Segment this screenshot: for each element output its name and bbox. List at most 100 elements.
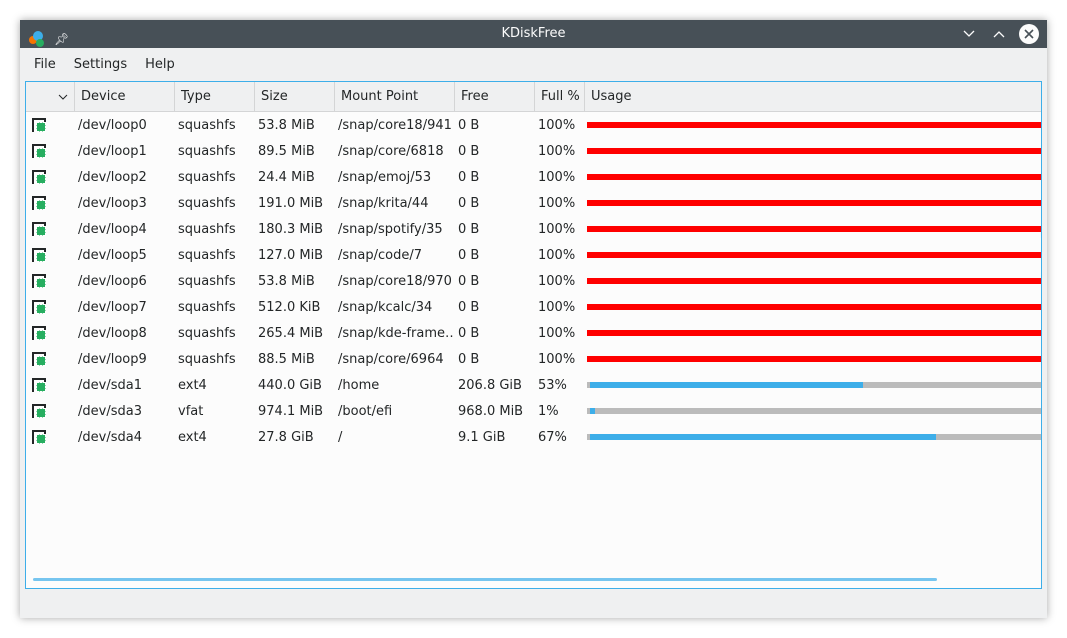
table-row[interactable]: /dev/loop3 squashfs 191.0 MiB /snap/krit…: [26, 190, 1041, 216]
table-row[interactable]: /dev/loop5 squashfs 127.0 MiB /snap/code…: [26, 242, 1041, 268]
full-percent-cell: 53%: [538, 377, 567, 393]
table-row[interactable]: /dev/sda3 vfat 974.1 MiB /boot/efi 968.0…: [26, 398, 1041, 424]
full-percent-cell: 100%: [538, 169, 576, 185]
usage-bar: [587, 408, 1041, 414]
size-cell: 53.8 MiB: [258, 273, 315, 289]
free-cell: 0 B: [458, 351, 480, 367]
usage-bar: [587, 200, 1041, 206]
full-percent-cell: 100%: [538, 221, 576, 237]
chevron-down-icon: [963, 30, 975, 37]
usage-bar-fill: [590, 382, 864, 388]
menu-bar: File Settings Help: [20, 48, 1047, 80]
drive-icon: [32, 352, 46, 366]
full-percent-cell: 1%: [538, 403, 559, 419]
table-row[interactable]: /dev/loop0 squashfs 53.8 MiB /snap/core1…: [26, 112, 1041, 138]
device-cell: /dev/loop7: [78, 299, 147, 315]
type-cell: ext4: [178, 429, 207, 445]
usage-bar: [587, 382, 1041, 388]
full-percent-cell: 100%: [538, 117, 576, 133]
table-row[interactable]: /dev/loop1 squashfs 89.5 MiB /snap/core/…: [26, 138, 1041, 164]
chevron-down-icon: [58, 94, 68, 100]
type-cell: squashfs: [178, 143, 236, 159]
kdiskfree-app-icon[interactable]: [28, 30, 46, 48]
table-header: Device Type Size Mount Point Free Full %…: [26, 82, 1041, 112]
menu-settings[interactable]: Settings: [73, 56, 128, 72]
disk-table: Device Type Size Mount Point Free Full %…: [25, 81, 1042, 589]
header-free[interactable]: Free: [455, 82, 535, 111]
full-percent-cell: 67%: [538, 429, 567, 445]
size-cell: 265.4 MiB: [258, 325, 324, 341]
chevron-up-icon: [993, 31, 1005, 38]
free-cell: 206.8 GiB: [458, 377, 522, 393]
type-cell: squashfs: [178, 195, 236, 211]
device-cell: /dev/loop1: [78, 143, 147, 159]
close-button[interactable]: [1019, 24, 1039, 44]
free-cell: 0 B: [458, 195, 480, 211]
size-cell: 88.5 MiB: [258, 351, 315, 367]
free-cell: 0 B: [458, 325, 480, 341]
size-cell: 27.8 GiB: [258, 429, 314, 445]
header-full[interactable]: Full %: [535, 82, 585, 111]
close-icon: [1024, 29, 1034, 39]
usage-bar: [587, 148, 1041, 154]
type-cell: squashfs: [178, 117, 236, 133]
title-bar: 📌︎ KDiskFree: [20, 20, 1047, 48]
full-percent-cell: 100%: [538, 299, 576, 315]
header-mount-point[interactable]: Mount Point: [335, 82, 455, 111]
sort-column-header[interactable]: [26, 82, 75, 111]
header-device[interactable]: Device: [75, 82, 175, 111]
full-percent-cell: 100%: [538, 351, 576, 367]
type-cell: ext4: [178, 377, 207, 393]
usage-bar-fill: [590, 434, 936, 440]
drive-icon: [32, 170, 46, 184]
size-cell: 440.0 GiB: [258, 377, 322, 393]
drive-icon: [32, 300, 46, 314]
menu-file[interactable]: File: [34, 56, 56, 72]
drive-icon: [32, 404, 46, 418]
table-row[interactable]: /dev/sda1 ext4 440.0 GiB /home 206.8 GiB…: [26, 372, 1041, 398]
device-cell: /dev/loop4: [78, 221, 147, 237]
usage-bar: [587, 278, 1041, 284]
size-cell: 512.0 KiB: [258, 299, 321, 315]
free-cell: 0 B: [458, 169, 480, 185]
horizontal-scrollbar[interactable]: [33, 578, 937, 581]
table-row[interactable]: /dev/loop6 squashfs 53.8 MiB /snap/core1…: [26, 268, 1041, 294]
table-row[interactable]: /dev/loop8 squashfs 265.4 MiB /snap/kde-…: [26, 320, 1041, 346]
size-cell: 89.5 MiB: [258, 143, 315, 159]
header-usage[interactable]: Usage: [591, 89, 632, 104]
table-row[interactable]: /dev/sda4 ext4 27.8 GiB / 9.1 GiB 67%: [26, 424, 1041, 450]
menu-help[interactable]: Help: [145, 56, 175, 72]
mount-point-cell: /snap/spotify/35: [338, 221, 443, 237]
device-cell: /dev/sda1: [78, 377, 142, 393]
free-cell: 9.1 GiB: [458, 429, 506, 445]
drive-icon: [32, 274, 46, 288]
type-cell: squashfs: [178, 351, 236, 367]
full-percent-cell: 100%: [538, 273, 576, 289]
free-cell: 0 B: [458, 117, 480, 133]
mount-point-cell: /snap/krita/44: [338, 195, 429, 211]
window-title: KDiskFree: [501, 26, 566, 41]
header-size[interactable]: Size: [255, 82, 335, 111]
table-row[interactable]: /dev/loop9 squashfs 88.5 MiB /snap/core/…: [26, 346, 1041, 372]
minimize-button[interactable]: [959, 24, 979, 44]
maximize-button[interactable]: [989, 24, 1009, 44]
mount-point-cell: /snap/kcalc/34: [338, 299, 433, 315]
table-row[interactable]: /dev/loop7 squashfs 512.0 KiB /snap/kcal…: [26, 294, 1041, 320]
type-cell: vfat: [178, 403, 204, 419]
usage-bar: [587, 356, 1041, 362]
usage-bar: [587, 122, 1041, 128]
type-cell: squashfs: [178, 247, 236, 263]
table-row[interactable]: /dev/loop2 squashfs 24.4 MiB /snap/emoj/…: [26, 164, 1041, 190]
usage-bar: [587, 174, 1041, 180]
type-cell: squashfs: [178, 273, 236, 289]
size-cell: 127.0 MiB: [258, 247, 324, 263]
device-cell: /dev/loop8: [78, 325, 147, 341]
mount-point-cell: /home: [338, 377, 380, 393]
drive-icon: [32, 222, 46, 236]
pin-icon[interactable]: 📌︎: [54, 32, 70, 46]
table-row[interactable]: /dev/loop4 squashfs 180.3 MiB /snap/spot…: [26, 216, 1041, 242]
mount-point-cell: /snap/core/6964: [338, 351, 444, 367]
drive-icon: [32, 326, 46, 340]
device-cell: /dev/loop0: [78, 117, 147, 133]
header-type[interactable]: Type: [175, 82, 255, 111]
